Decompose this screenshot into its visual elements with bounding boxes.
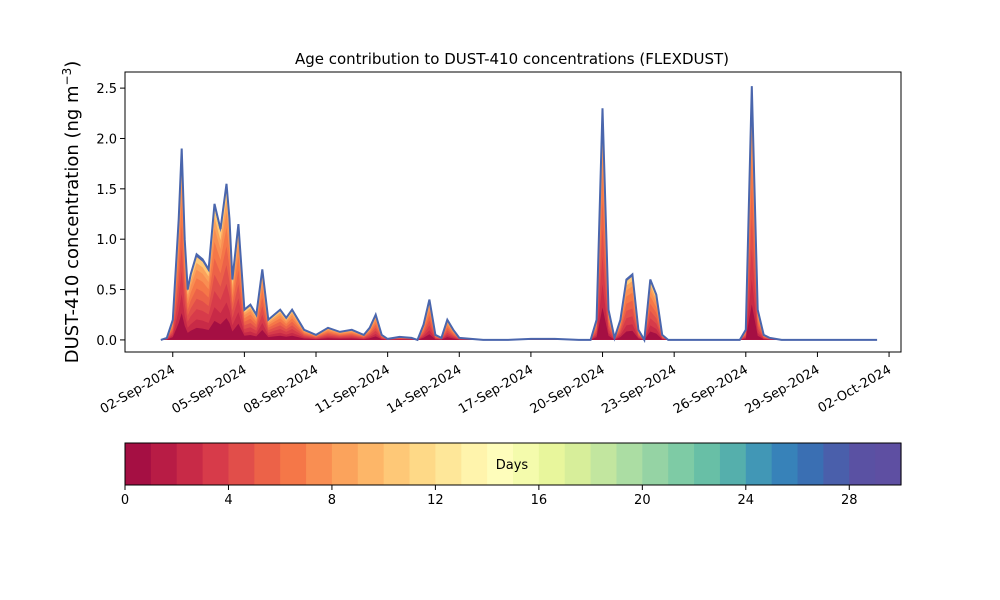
colorbar-cell	[331, 443, 359, 485]
colorbar-cell	[409, 443, 436, 485]
colorbar-cell	[176, 443, 204, 485]
colorbar-cell	[435, 443, 462, 485]
colorbar-cell	[694, 443, 721, 485]
age-layer-area	[160, 304, 878, 340]
colorbar-cell	[771, 443, 799, 485]
x-tick-label: 26-Sep-2024	[671, 362, 751, 417]
colorbar-cell	[642, 443, 669, 485]
colorbar-tick-label: 0	[121, 493, 129, 508]
colorbar-frame	[124, 442, 902, 486]
x-tick-label: 02-Sep-2024	[98, 362, 178, 417]
colorbar-label: Days	[496, 458, 529, 473]
colorbar-cell	[461, 443, 488, 485]
x-tick-label: 29-Sep-2024	[743, 362, 823, 417]
colorbar-cell	[228, 443, 255, 485]
age-layer-area	[160, 111, 878, 340]
stacked-area-layers	[160, 86, 878, 340]
colorbar-cell	[487, 443, 514, 485]
y-tick-label: 1.0	[96, 233, 117, 248]
colorbar-cell	[357, 443, 385, 485]
y-axis-label-close: )	[62, 61, 83, 68]
age-layer-area	[160, 86, 878, 340]
colorbar-cell	[875, 443, 902, 485]
colorbar-tick-label: 16	[531, 493, 548, 508]
y-axis-label: DUST-410 concentration (ng m−3)	[60, 61, 83, 364]
colorbar-cells	[125, 443, 902, 485]
x-tick-label: 05-Sep-2024	[170, 362, 250, 417]
y-axis: 0.0 0.5 1.0 1.5 2.0 2.5	[96, 82, 125, 349]
colorbar-cell	[513, 443, 540, 485]
colorbar-tick-label: 20	[634, 493, 651, 508]
colorbar-cell	[745, 443, 773, 485]
colorbar-cell	[125, 443, 152, 485]
x-tick-label: 11-Sep-2024	[313, 362, 393, 417]
x-tick-label: 23-Sep-2024	[599, 362, 679, 417]
y-axis-label-superscript: −3	[60, 68, 74, 86]
y-tick-label: 1.5	[96, 183, 117, 198]
x-tick-label: 20-Sep-2024	[528, 362, 608, 417]
colorbar-cell	[668, 443, 695, 485]
colorbar-cell	[590, 443, 618, 485]
colorbar-ticks: 0 4 8 12 16 20 24 28	[121, 485, 858, 508]
x-tick-label: 08-Sep-2024	[241, 362, 321, 417]
x-tick-label: 02-Oct-2024	[816, 362, 894, 416]
age-layer-area	[160, 131, 878, 340]
colorbar-tick-label: 28	[841, 493, 858, 508]
colorbar-cell	[254, 443, 281, 485]
colorbar-cell	[538, 443, 566, 485]
colorbar-cell	[823, 443, 850, 485]
colorbar-cell	[202, 443, 230, 485]
colorbar-cell	[150, 443, 178, 485]
x-tick-label: 14-Sep-2024	[384, 362, 464, 417]
colorbar-cell	[849, 443, 876, 485]
total-concentration-line	[160, 86, 878, 344]
plot-area	[124, 71, 902, 353]
colorbar-tick-label: 12	[427, 493, 444, 508]
chart-title: Age contribution to DUST-410 concentrati…	[295, 50, 729, 68]
y-tick-label: 2.0	[96, 132, 117, 147]
y-tick-label: 0.0	[96, 334, 117, 349]
colorbar-tick-label: 4	[224, 493, 232, 508]
colorbar-cell	[383, 443, 411, 485]
colorbar-cell	[719, 443, 747, 485]
colorbar-tick-label: 8	[328, 493, 336, 508]
colorbar-cell	[616, 443, 643, 485]
colorbar-cell	[280, 443, 307, 485]
colorbar: Days 0 4 8 12 16 20 24 28	[121, 442, 902, 508]
axes-frame	[124, 71, 902, 353]
y-tick-label: 0.5	[96, 284, 117, 299]
age-layer-area	[160, 93, 878, 340]
y-tick-label: 2.5	[96, 82, 117, 97]
y-axis-label-main: DUST-410 concentration (ng m	[62, 85, 83, 363]
colorbar-tick-label: 24	[738, 493, 755, 508]
colorbar-cell	[306, 443, 333, 485]
colorbar-cell	[564, 443, 592, 485]
x-tick-label: 17-Sep-2024	[456, 362, 536, 417]
colorbar-cell	[797, 443, 824, 485]
x-axis: 02-Sep-202405-Sep-202408-Sep-202411-Sep-…	[98, 352, 894, 417]
